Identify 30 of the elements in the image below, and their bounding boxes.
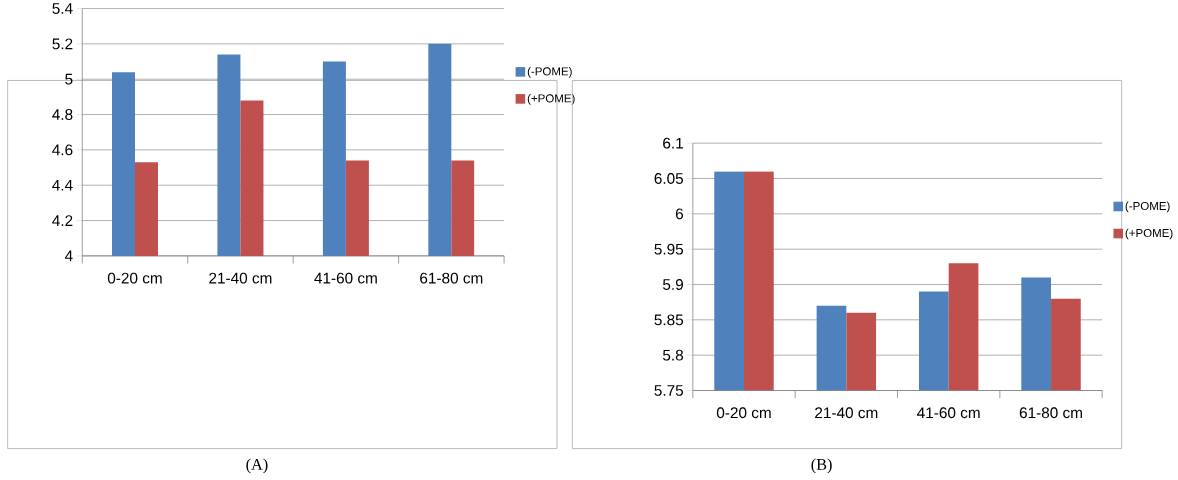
- y-tick-label: 5.8: [662, 349, 684, 361]
- y-tick-label: 4.4: [52, 179, 73, 191]
- y-tick-label: 5.4: [52, 3, 73, 14]
- y-tick-label: 5.2: [52, 38, 73, 50]
- x-tick-label: 0-20 cm: [107, 272, 162, 284]
- x-tick-label: 41-60 cm: [917, 407, 980, 419]
- y-tick-label: 5: [65, 73, 73, 85]
- text: (A): [246, 458, 268, 474]
- y-tick-label: 4.2: [52, 215, 73, 226]
- legend-label: (+POME): [527, 93, 575, 105]
- legend-label: (-POME): [527, 66, 572, 78]
- y-tick-label: 6.05: [654, 172, 684, 184]
- y-tick-label: 5.95: [654, 243, 684, 255]
- y-tick-label: 4.8: [52, 108, 73, 120]
- y-tick-label: 4: [64, 250, 73, 262]
- x-tick-label: 0-20 cm: [716, 407, 771, 419]
- y-tick-label: 4.6: [52, 144, 73, 156]
- y-tick-label: 6: [675, 208, 684, 220]
- y-tick-label: 5.75: [654, 385, 684, 396]
- x-tick-label: 21-40 cm: [209, 272, 272, 284]
- y-tick-label: 6.1: [663, 137, 683, 149]
- y-tick-label: 5.85: [654, 314, 684, 326]
- x-tick-label: 61-80 cm: [420, 272, 483, 284]
- text: (B): [811, 458, 832, 474]
- y-tick-label: 5.9: [662, 278, 683, 290]
- legend-label: (+POME): [1125, 228, 1173, 240]
- x-tick-label: 61-80 cm: [1019, 407, 1082, 419]
- legend-label: (-POME): [1125, 201, 1170, 213]
- x-tick-label: 21-40 cm: [815, 407, 878, 419]
- x-tick-label: 41-60 cm: [314, 272, 377, 284]
